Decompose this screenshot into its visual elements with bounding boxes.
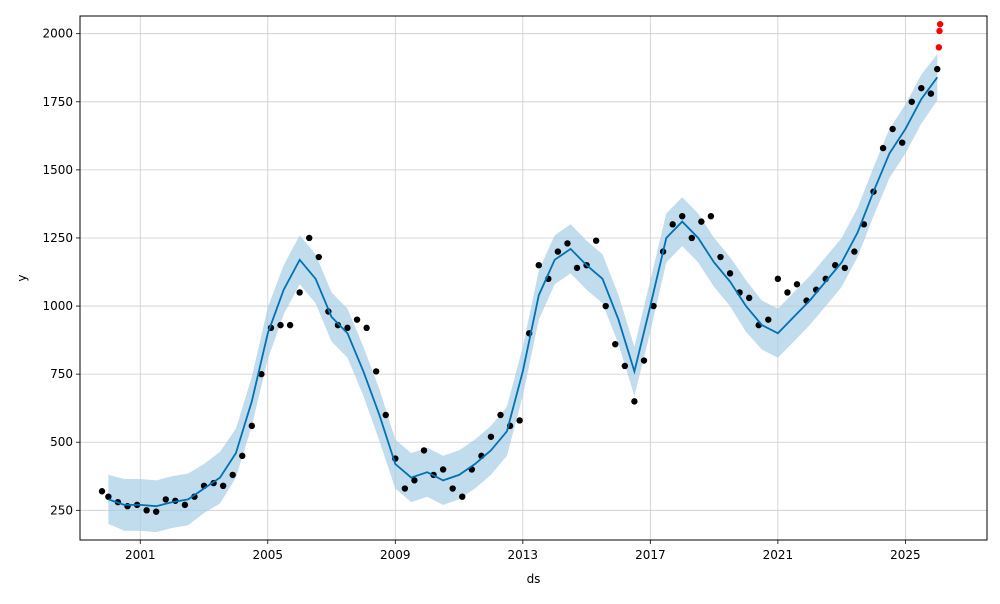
observed-point bbox=[650, 302, 657, 310]
observed-point bbox=[679, 212, 686, 220]
x-tick-label: 2009 bbox=[380, 548, 411, 562]
observed-point bbox=[286, 321, 294, 329]
observed-point bbox=[535, 261, 542, 269]
plot-frame bbox=[79, 15, 988, 541]
outlier-point bbox=[935, 44, 943, 51]
observed-point bbox=[143, 507, 150, 514]
observed-point bbox=[344, 324, 351, 332]
observed-points-layer bbox=[98, 65, 941, 515]
observed-point bbox=[879, 144, 887, 152]
observed-point bbox=[497, 411, 504, 419]
observed-point bbox=[181, 501, 189, 509]
y-tick-label: 500 bbox=[50, 435, 73, 449]
observed-point bbox=[908, 98, 915, 105]
x-axis-label: ds bbox=[527, 572, 541, 586]
observed-point bbox=[516, 417, 523, 424]
observed-point bbox=[306, 234, 313, 242]
y-tick-label: 1750 bbox=[42, 95, 73, 109]
observed-point bbox=[239, 452, 246, 460]
y-tick-label: 1000 bbox=[42, 299, 73, 313]
observed-point bbox=[774, 275, 782, 283]
observed-point bbox=[363, 324, 370, 332]
observed-point bbox=[420, 447, 428, 454]
y-axis-ticks: 250 500 750 1000 1250 1500 1750 2000 bbox=[42, 27, 80, 517]
observed-point bbox=[765, 316, 772, 323]
y-tick-label: 2000 bbox=[42, 27, 73, 41]
observed-point bbox=[219, 482, 227, 490]
y-tick-label: 1250 bbox=[42, 231, 73, 245]
observed-point bbox=[449, 485, 456, 492]
outlier-points-layer bbox=[935, 20, 944, 51]
x-tick-label: 2021 bbox=[763, 548, 794, 562]
observed-point bbox=[372, 368, 380, 375]
y-tick-label: 1500 bbox=[42, 163, 73, 177]
observed-point bbox=[162, 496, 169, 503]
observed-point bbox=[459, 493, 466, 500]
observed-point bbox=[934, 65, 941, 73]
observed-point bbox=[918, 84, 925, 92]
x-tick-label: 2025 bbox=[890, 548, 921, 562]
observed-point bbox=[229, 471, 236, 479]
x-tick-label: 2005 bbox=[253, 548, 284, 562]
observed-point bbox=[631, 398, 638, 405]
observed-point bbox=[592, 237, 600, 244]
observed-point bbox=[382, 411, 389, 419]
observed-point bbox=[851, 248, 858, 255]
observed-point bbox=[889, 125, 896, 133]
x-tick-label: 2013 bbox=[508, 548, 539, 562]
observed-point bbox=[124, 503, 131, 510]
observed-point bbox=[248, 422, 256, 430]
observed-point bbox=[841, 264, 849, 272]
observed-point bbox=[105, 493, 112, 500]
observed-point bbox=[334, 321, 342, 329]
observed-point bbox=[152, 508, 160, 515]
observed-point bbox=[726, 270, 734, 277]
observed-point bbox=[793, 281, 801, 288]
x-tick-label: 2001 bbox=[125, 548, 156, 562]
observed-point bbox=[573, 264, 581, 272]
observed-point bbox=[688, 234, 695, 242]
observed-point bbox=[784, 289, 791, 296]
x-axis-ticks: 2001 2005 2009 2013 2017 2021 2025 bbox=[125, 540, 921, 562]
observed-point bbox=[698, 218, 705, 225]
outlier-point bbox=[936, 27, 943, 35]
forecast-line bbox=[108, 76, 939, 508]
observed-point bbox=[277, 321, 284, 329]
uncertainty-band bbox=[108, 54, 938, 533]
observed-point bbox=[564, 240, 571, 247]
y-axis-label: y bbox=[15, 274, 29, 281]
observed-point bbox=[98, 488, 106, 495]
observed-point bbox=[717, 253, 724, 261]
observed-point bbox=[439, 466, 447, 473]
observed-point bbox=[353, 316, 361, 323]
observed-point bbox=[707, 212, 715, 220]
observed-point bbox=[669, 221, 676, 228]
observed-point bbox=[612, 340, 619, 348]
observed-point bbox=[315, 253, 322, 261]
x-tick-label: 2017 bbox=[635, 548, 666, 562]
observed-point bbox=[602, 302, 609, 310]
y-tick-label: 750 bbox=[50, 367, 73, 381]
observed-point bbox=[640, 357, 648, 364]
observed-point bbox=[411, 477, 418, 484]
observed-point bbox=[258, 370, 265, 378]
observed-point bbox=[745, 294, 753, 302]
outlier-point bbox=[936, 20, 944, 28]
observed-point bbox=[487, 433, 495, 440]
uncertainty-band-layer bbox=[108, 54, 938, 533]
observed-point bbox=[927, 90, 935, 97]
forecast-line-layer bbox=[108, 76, 939, 508]
observed-point bbox=[554, 248, 562, 255]
observed-point bbox=[898, 139, 906, 146]
observed-point bbox=[621, 362, 629, 370]
observed-point bbox=[296, 289, 303, 296]
observed-point bbox=[401, 485, 409, 492]
y-tick-label: 250 bbox=[50, 503, 73, 517]
